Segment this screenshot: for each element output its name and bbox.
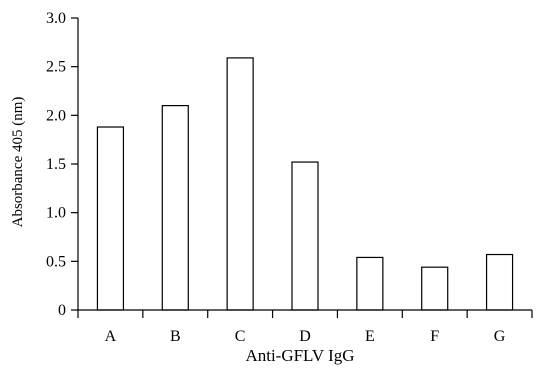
bar-a (96, 126, 125, 311)
y-tick-label: 0.5 (46, 253, 66, 270)
y-tick-label: 2.0 (46, 107, 66, 124)
x-ticks: A B C D E F G (77, 310, 533, 345)
bar-b (161, 104, 189, 311)
x-tick-label: E (365, 328, 375, 345)
bar-c (226, 57, 254, 311)
x-tick-label: F (430, 328, 439, 345)
bar-e (356, 256, 384, 311)
y-tick-label: 2.5 (46, 59, 66, 76)
y-tick-label: 0 (58, 302, 66, 319)
plot-area (96, 57, 514, 311)
x-tick-label: B (170, 328, 181, 345)
x-tick-label: C (235, 328, 246, 345)
x-tick-label: G (494, 328, 506, 345)
x-tick-label: D (299, 328, 311, 345)
bar-f (421, 266, 449, 311)
bar-d (291, 161, 319, 311)
y-ticks: 0 0.5 1.0 1.5 2.0 2.5 3.0 (46, 10, 78, 319)
y-tick-label: 3.0 (46, 10, 66, 27)
x-tick-label: A (105, 328, 117, 345)
y-axis-label: Absorbance 405 (nm) (10, 97, 26, 228)
y-tick-label: 1.0 (46, 205, 66, 222)
y-tick-label: 1.5 (46, 156, 66, 173)
bar-g (485, 253, 514, 311)
x-axis-label: Anti-GFLV IgG (245, 346, 354, 365)
